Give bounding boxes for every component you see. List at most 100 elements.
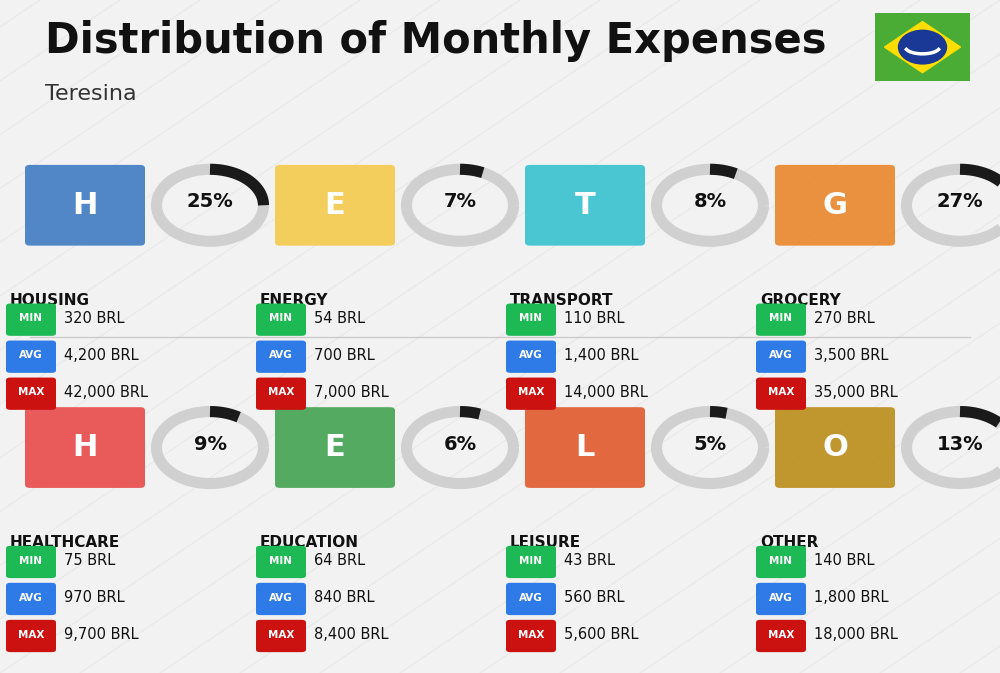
Text: AVG: AVG [769, 593, 793, 602]
Text: AVG: AVG [269, 593, 293, 602]
FancyBboxPatch shape [256, 546, 306, 578]
Text: MAX: MAX [518, 630, 544, 639]
Text: E: E [325, 190, 345, 220]
Text: 7%: 7% [444, 192, 477, 211]
Text: 970 BRL: 970 BRL [64, 590, 125, 605]
FancyBboxPatch shape [506, 304, 556, 336]
Text: Distribution of Monthly Expenses: Distribution of Monthly Expenses [45, 20, 826, 62]
Text: EDUCATION: EDUCATION [260, 535, 359, 550]
FancyBboxPatch shape [256, 378, 306, 410]
FancyBboxPatch shape [6, 620, 56, 652]
Text: 320 BRL: 320 BRL [64, 311, 124, 326]
FancyBboxPatch shape [506, 620, 556, 652]
Text: 560 BRL: 560 BRL [564, 590, 624, 605]
Text: MIN: MIN [270, 314, 292, 323]
Text: LEISURE: LEISURE [510, 535, 581, 550]
Text: 14,000 BRL: 14,000 BRL [564, 385, 648, 400]
Text: AVG: AVG [519, 351, 543, 360]
FancyBboxPatch shape [6, 341, 56, 373]
Text: Teresina: Teresina [45, 84, 137, 104]
FancyBboxPatch shape [25, 407, 145, 488]
FancyBboxPatch shape [6, 304, 56, 336]
Text: 8%: 8% [693, 192, 727, 211]
Text: L: L [575, 433, 595, 462]
FancyBboxPatch shape [756, 546, 806, 578]
Text: AVG: AVG [269, 351, 293, 360]
Text: HOUSING: HOUSING [10, 293, 90, 308]
Text: MAX: MAX [768, 630, 794, 639]
FancyBboxPatch shape [6, 378, 56, 410]
Text: 18,000 BRL: 18,000 BRL [814, 627, 898, 642]
Text: MAX: MAX [768, 388, 794, 397]
FancyBboxPatch shape [256, 341, 306, 373]
Text: 5,600 BRL: 5,600 BRL [564, 627, 639, 642]
Text: 35,000 BRL: 35,000 BRL [814, 385, 898, 400]
Text: MIN: MIN [770, 556, 792, 565]
FancyBboxPatch shape [525, 407, 645, 488]
FancyBboxPatch shape [525, 165, 645, 246]
Text: 43 BRL: 43 BRL [564, 553, 615, 568]
Text: 3,500 BRL: 3,500 BRL [814, 348, 888, 363]
Text: ENERGY: ENERGY [260, 293, 328, 308]
Text: HEALTHCARE: HEALTHCARE [10, 535, 120, 550]
Text: AVG: AVG [769, 351, 793, 360]
Text: 8,400 BRL: 8,400 BRL [314, 627, 388, 642]
FancyBboxPatch shape [775, 407, 895, 488]
Text: 270 BRL: 270 BRL [814, 311, 875, 326]
Text: AVG: AVG [19, 593, 43, 602]
Text: MIN: MIN [520, 556, 542, 565]
Text: 4,200 BRL: 4,200 BRL [64, 348, 139, 363]
Circle shape [898, 30, 947, 65]
Text: 64 BRL: 64 BRL [314, 553, 365, 568]
Text: 5%: 5% [693, 435, 727, 454]
Text: MAX: MAX [18, 630, 44, 639]
Text: 75 BRL: 75 BRL [64, 553, 115, 568]
FancyBboxPatch shape [756, 341, 806, 373]
Text: 42,000 BRL: 42,000 BRL [64, 385, 148, 400]
FancyBboxPatch shape [756, 304, 806, 336]
Text: 140 BRL: 140 BRL [814, 553, 874, 568]
Text: 700 BRL: 700 BRL [314, 348, 375, 363]
Text: 27%: 27% [937, 192, 983, 211]
Text: MAX: MAX [268, 630, 294, 639]
Text: 9%: 9% [194, 435, 227, 454]
Text: AVG: AVG [519, 593, 543, 602]
FancyBboxPatch shape [875, 13, 970, 81]
Text: MIN: MIN [19, 314, 42, 323]
Text: MIN: MIN [520, 314, 542, 323]
Text: MAX: MAX [268, 388, 294, 397]
Text: 9,700 BRL: 9,700 BRL [64, 627, 139, 642]
FancyBboxPatch shape [25, 165, 145, 246]
Text: O: O [822, 433, 848, 462]
FancyBboxPatch shape [775, 165, 895, 246]
Text: MAX: MAX [518, 388, 544, 397]
Text: 1,800 BRL: 1,800 BRL [814, 590, 889, 605]
Polygon shape [885, 22, 960, 73]
Text: MIN: MIN [19, 556, 42, 565]
Text: E: E [325, 433, 345, 462]
Text: 54 BRL: 54 BRL [314, 311, 365, 326]
Text: MIN: MIN [770, 314, 792, 323]
Text: 110 BRL: 110 BRL [564, 311, 624, 326]
FancyBboxPatch shape [506, 546, 556, 578]
Text: 25%: 25% [187, 192, 233, 211]
Text: H: H [72, 190, 98, 220]
Text: 6%: 6% [443, 435, 477, 454]
Text: 13%: 13% [937, 435, 983, 454]
Text: T: T [575, 190, 595, 220]
FancyBboxPatch shape [275, 407, 395, 488]
Text: H: H [72, 433, 98, 462]
Text: MAX: MAX [18, 388, 44, 397]
FancyBboxPatch shape [756, 378, 806, 410]
FancyBboxPatch shape [506, 341, 556, 373]
FancyBboxPatch shape [6, 583, 56, 615]
FancyBboxPatch shape [506, 583, 556, 615]
FancyBboxPatch shape [275, 165, 395, 246]
FancyBboxPatch shape [756, 620, 806, 652]
Text: 7,000 BRL: 7,000 BRL [314, 385, 389, 400]
FancyBboxPatch shape [256, 620, 306, 652]
FancyBboxPatch shape [256, 304, 306, 336]
FancyBboxPatch shape [756, 583, 806, 615]
Text: MIN: MIN [270, 556, 292, 565]
FancyBboxPatch shape [6, 546, 56, 578]
